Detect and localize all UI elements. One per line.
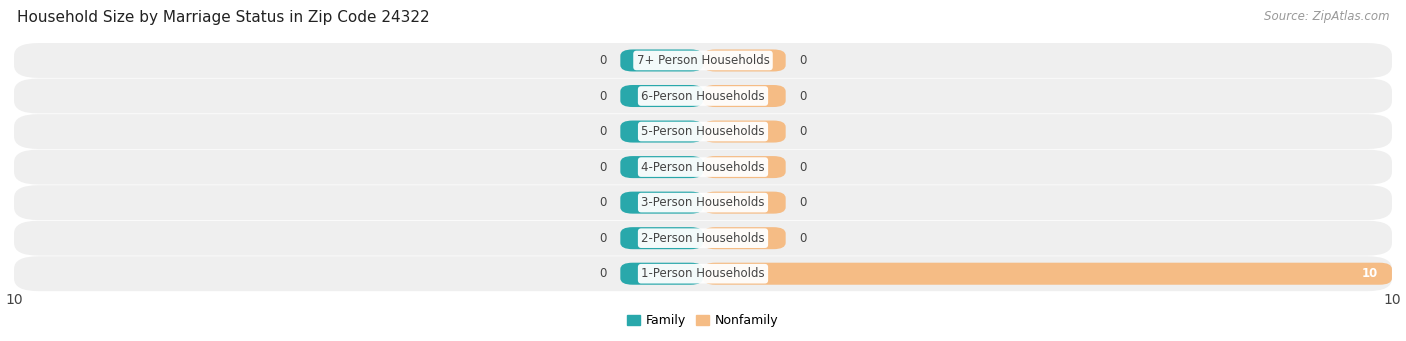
FancyBboxPatch shape bbox=[703, 227, 786, 249]
Text: 0: 0 bbox=[599, 54, 606, 67]
FancyBboxPatch shape bbox=[14, 43, 1392, 78]
Text: 0: 0 bbox=[599, 89, 606, 103]
FancyBboxPatch shape bbox=[620, 49, 703, 72]
Text: 7+ Person Households: 7+ Person Households bbox=[637, 54, 769, 67]
Text: 2-Person Households: 2-Person Households bbox=[641, 232, 765, 245]
FancyBboxPatch shape bbox=[14, 221, 1392, 256]
Text: 10: 10 bbox=[1384, 293, 1400, 307]
Text: 1-Person Households: 1-Person Households bbox=[641, 267, 765, 280]
Text: 0: 0 bbox=[599, 267, 606, 280]
Text: 0: 0 bbox=[800, 232, 807, 245]
Text: 0: 0 bbox=[800, 89, 807, 103]
Text: 3-Person Households: 3-Person Households bbox=[641, 196, 765, 209]
FancyBboxPatch shape bbox=[14, 78, 1392, 114]
Legend: Family, Nonfamily: Family, Nonfamily bbox=[623, 309, 783, 332]
Text: 0: 0 bbox=[599, 125, 606, 138]
Text: 0: 0 bbox=[800, 196, 807, 209]
Text: 6-Person Households: 6-Person Households bbox=[641, 89, 765, 103]
Text: 5-Person Households: 5-Person Households bbox=[641, 125, 765, 138]
Text: 10: 10 bbox=[6, 293, 22, 307]
FancyBboxPatch shape bbox=[703, 156, 786, 178]
FancyBboxPatch shape bbox=[14, 256, 1392, 291]
Text: 0: 0 bbox=[800, 161, 807, 174]
FancyBboxPatch shape bbox=[620, 120, 703, 143]
Text: Household Size by Marriage Status in Zip Code 24322: Household Size by Marriage Status in Zip… bbox=[17, 10, 429, 25]
Text: Source: ZipAtlas.com: Source: ZipAtlas.com bbox=[1264, 10, 1389, 23]
FancyBboxPatch shape bbox=[620, 192, 703, 214]
FancyBboxPatch shape bbox=[703, 85, 786, 107]
FancyBboxPatch shape bbox=[703, 192, 786, 214]
FancyBboxPatch shape bbox=[620, 156, 703, 178]
FancyBboxPatch shape bbox=[14, 185, 1392, 220]
Text: 0: 0 bbox=[800, 125, 807, 138]
Text: 0: 0 bbox=[599, 161, 606, 174]
Text: 4-Person Households: 4-Person Households bbox=[641, 161, 765, 174]
FancyBboxPatch shape bbox=[620, 85, 703, 107]
FancyBboxPatch shape bbox=[620, 263, 703, 285]
Text: 0: 0 bbox=[599, 196, 606, 209]
FancyBboxPatch shape bbox=[703, 120, 786, 143]
Text: 10: 10 bbox=[1362, 267, 1378, 280]
FancyBboxPatch shape bbox=[14, 150, 1392, 184]
Text: 0: 0 bbox=[800, 54, 807, 67]
FancyBboxPatch shape bbox=[703, 49, 786, 72]
FancyBboxPatch shape bbox=[703, 263, 1392, 285]
FancyBboxPatch shape bbox=[14, 114, 1392, 149]
Text: 0: 0 bbox=[599, 232, 606, 245]
FancyBboxPatch shape bbox=[620, 227, 703, 249]
